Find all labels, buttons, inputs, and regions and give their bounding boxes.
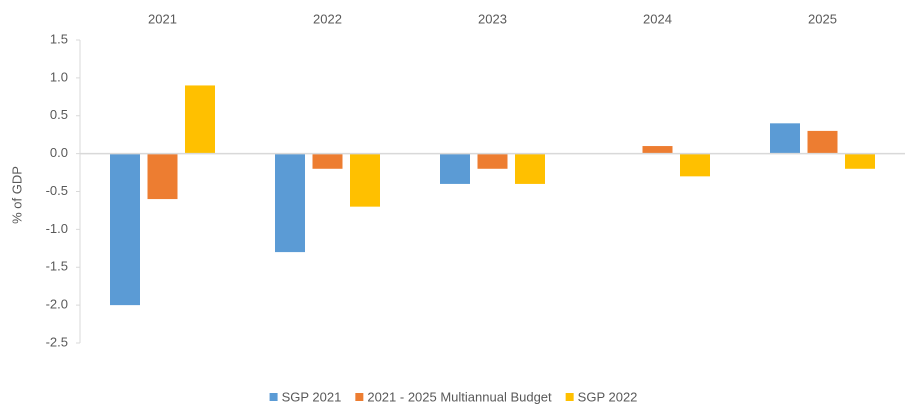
y-tick-label: -0.5 (46, 183, 68, 198)
x-tick-label: 2023 (478, 11, 507, 26)
x-tick-label: 2022 (313, 11, 342, 26)
bar (477, 153, 508, 169)
y-tick-label: 0.5 (50, 107, 68, 122)
bar (845, 153, 875, 169)
y-tick-label: -2.5 (46, 334, 68, 349)
bar (770, 123, 800, 154)
legend-swatch (565, 393, 574, 401)
bar (147, 153, 178, 200)
y-tick-label: 1.5 (50, 31, 68, 46)
bar (275, 153, 305, 253)
bar (350, 153, 380, 207)
x-tick-label: 2021 (148, 11, 177, 26)
x-tick-label: 2025 (808, 11, 837, 26)
legend-label: 2021 - 2025 Multiannual Budget (367, 389, 552, 404)
bar (807, 130, 838, 154)
y-tick-label: -1.0 (46, 221, 68, 236)
y-tick-label: 1.0 (50, 69, 68, 84)
y-tick-label: -2.0 (46, 297, 68, 312)
bar (680, 153, 710, 177)
x-tick-label: 2024 (643, 11, 672, 26)
bar (515, 153, 545, 184)
y-axis-label: % of GDP (9, 166, 24, 224)
bar (642, 146, 673, 154)
bar (312, 153, 343, 169)
y-tick-label: 0.0 (50, 145, 68, 160)
legend-label: SGP 2022 (578, 389, 638, 404)
bar (185, 85, 215, 154)
legend-label: SGP 2021 (282, 389, 342, 404)
y-tick-label: -1.5 (46, 259, 68, 274)
bar (440, 153, 470, 184)
bar (110, 153, 140, 306)
legend-swatch (355, 393, 364, 401)
legend-swatch (269, 393, 278, 401)
